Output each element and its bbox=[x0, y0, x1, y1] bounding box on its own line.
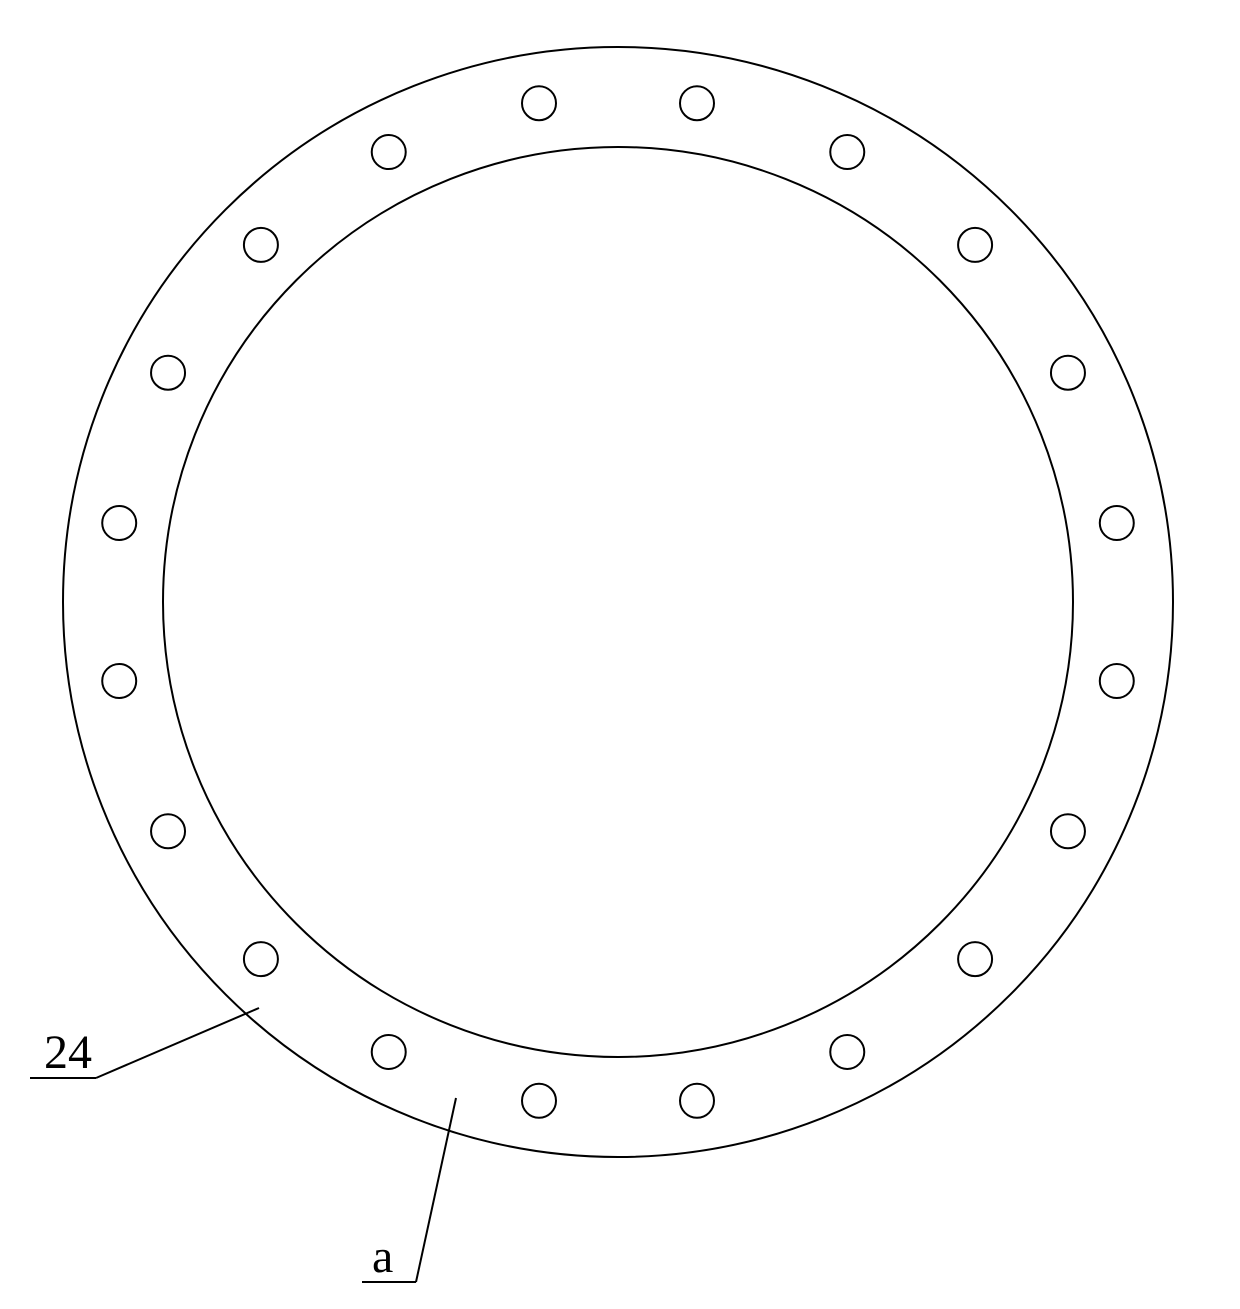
bolt-hole bbox=[1100, 506, 1134, 540]
bolt-hole bbox=[1051, 356, 1085, 390]
bolt-hole bbox=[102, 506, 136, 540]
bolt-hole bbox=[151, 814, 185, 848]
label-text-24: 24 bbox=[44, 1026, 92, 1079]
bolt-hole bbox=[372, 1035, 406, 1069]
bolt-hole bbox=[1051, 814, 1085, 848]
flange-inner-circle bbox=[163, 147, 1073, 1057]
bolt-hole bbox=[522, 1084, 556, 1118]
bolt-hole bbox=[151, 356, 185, 390]
bolt-hole bbox=[1100, 664, 1134, 698]
bolt-hole bbox=[522, 86, 556, 120]
bolt-hole bbox=[372, 135, 406, 169]
bolt-hole bbox=[244, 942, 278, 976]
bolt-hole bbox=[958, 942, 992, 976]
bolt-hole bbox=[958, 228, 992, 262]
bolt-hole bbox=[830, 135, 864, 169]
bolt-hole bbox=[244, 228, 278, 262]
flange-outer-circle bbox=[63, 47, 1173, 1157]
bolt-hole bbox=[680, 86, 714, 120]
bolt-hole bbox=[102, 664, 136, 698]
bolt-hole bbox=[680, 1084, 714, 1118]
label-text-a: a bbox=[372, 1230, 393, 1283]
bolt-hole bbox=[830, 1035, 864, 1069]
label-leader-24 bbox=[96, 1008, 259, 1078]
